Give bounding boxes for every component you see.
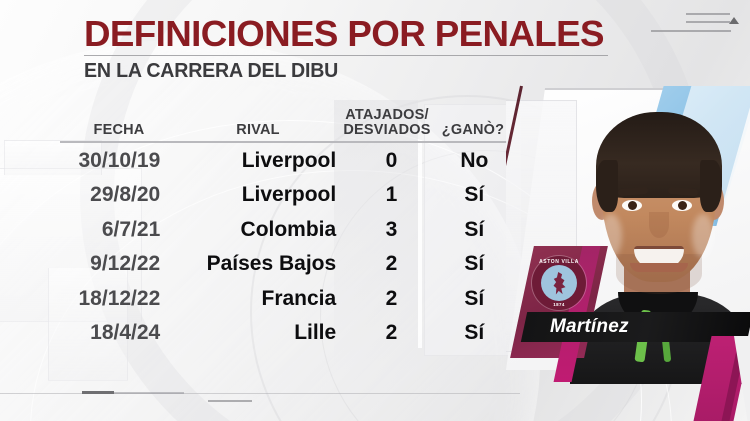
column-header-fecha: FECHA	[93, 122, 145, 139]
cell-atajados: 0	[385, 148, 398, 172]
table-header-row: FECHA RIVAL ATAJADOS/ DESVIADOS ¿GANÒ?	[60, 103, 510, 141]
cell-gano: Sí	[464, 286, 485, 310]
player-lower-lip	[630, 263, 688, 272]
player-pupil-left	[628, 201, 637, 210]
page-title: DEFINICIONES POR PENALES	[84, 13, 604, 54]
cell-rival: Países Bajos	[206, 252, 337, 276]
crest-lion-icon	[553, 272, 566, 295]
penalty-shootouts-table: FECHA RIVAL ATAJADOS/ DESVIADOS ¿GANÒ? 3…	[60, 103, 510, 350]
cell-gano: Sí	[464, 183, 485, 207]
background-watermark-block-3	[4, 140, 102, 175]
table-row: 18/12/22 Francia 2 Sí	[60, 281, 510, 316]
cell-rival: Liverpool	[241, 148, 337, 172]
decor-line-3	[651, 30, 731, 32]
background-panel-right	[424, 104, 521, 356]
cell-rival: Liverpool	[241, 183, 337, 207]
cell-gano: Sí	[464, 252, 485, 276]
bottom-rule-secondary	[208, 400, 252, 402]
crest-founded-year: 1874	[553, 302, 565, 307]
column-header-atajados-line1: ATAJADOS/	[345, 106, 429, 123]
cell-gano: Sí	[464, 217, 485, 241]
player-pupil-right	[678, 201, 687, 210]
cell-atajados: 2	[385, 321, 398, 345]
cell-fecha: 18/4/24	[90, 321, 161, 345]
player-eye-right	[672, 200, 692, 211]
table-header-rule	[60, 141, 510, 143]
column-header-atajados-line2: DESVIADOS	[343, 122, 431, 139]
title-divider	[84, 55, 608, 56]
cell-fecha: 6/7/21	[101, 217, 161, 241]
decor-line-1	[686, 13, 730, 15]
background-watermark-block-2	[48, 268, 128, 381]
table-row: 30/10/19 Liverpool 0 No	[60, 143, 510, 178]
title-block: DEFINICIONES POR PENALES EN LA CARRERA D…	[84, 16, 644, 83]
cell-fecha: 9/12/22	[90, 252, 161, 276]
cell-fecha: 30/10/19	[78, 148, 161, 172]
column-header-rival: RIVAL	[236, 122, 280, 139]
crest-club-name: ASTON VILLA	[539, 259, 579, 265]
column-highlight-band	[334, 100, 418, 370]
table-row: 29/8/20 Liverpool 1 Sí	[60, 178, 510, 213]
crest-inner-circle	[541, 265, 577, 301]
column-divider-line	[418, 140, 422, 348]
cell-gano: No	[460, 148, 489, 172]
column-header-gano: ¿GANÒ?	[441, 122, 505, 139]
cell-rival: Colombia	[240, 217, 337, 241]
triangle-up-icon	[729, 17, 739, 24]
bottom-rule	[0, 393, 520, 394]
player-eye-left	[622, 200, 642, 211]
player-nose	[649, 212, 669, 238]
table-row: 9/12/22 Países Bajos 2 Sí	[60, 247, 510, 282]
player-mouth-teeth	[634, 246, 684, 268]
bottom-tick-a	[82, 391, 114, 394]
player-cheek-highlight-right	[692, 214, 714, 258]
cell-atajados: 3	[385, 217, 398, 241]
cell-atajados: 2	[385, 286, 398, 310]
player-hair-side-right	[700, 160, 722, 212]
bottom-tick-b	[114, 392, 184, 394]
cell-atajados: 2	[385, 252, 398, 276]
cell-fecha: 29/8/20	[90, 183, 161, 207]
cell-gano: Sí	[464, 321, 485, 345]
table-row: 6/7/21 Colombia 3 Sí	[60, 212, 510, 247]
cell-rival: Lille	[294, 321, 337, 345]
decor-line-2	[686, 21, 730, 23]
cell-fecha: 18/12/22	[78, 286, 161, 310]
cell-rival: Francia	[261, 286, 337, 310]
column-header-atajados: ATAJADOS/ DESVIADOS	[338, 106, 436, 139]
table-row: 18/4/24 Lille 2 Sí	[60, 316, 510, 351]
page-subtitle: EN LA CARRERA DEL DIBU	[84, 60, 339, 82]
player-hair-side-left	[596, 160, 618, 212]
cell-atajados: 1	[385, 183, 398, 207]
player-photo-panel: ASTON VILLA 1874 Martínez	[506, 0, 750, 421]
top-right-decoration	[642, 6, 742, 36]
player-name: Martínez	[550, 316, 629, 337]
aston-villa-crest-icon: ASTON VILLA 1874	[532, 256, 586, 310]
